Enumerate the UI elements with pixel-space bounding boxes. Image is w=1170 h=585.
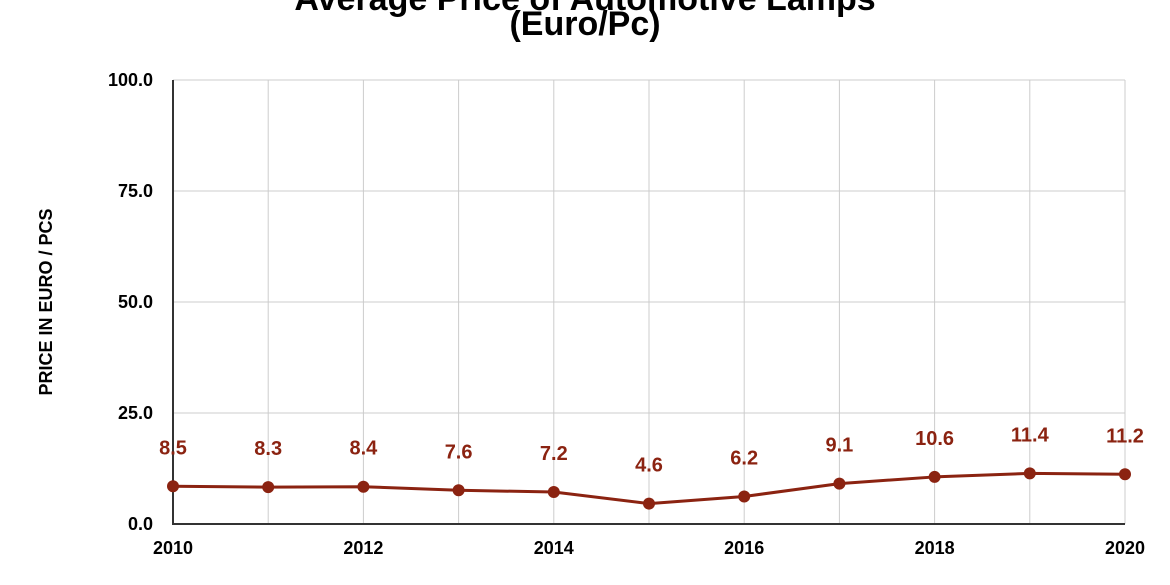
- data-labels: 8.5 8.3 8.4 7.6 7.2 4.6 6.2 9.1 10.6 11.4 11.2: [159, 424, 1144, 476]
- data-label: 6.2: [730, 447, 758, 469]
- data-label: 8.4: [349, 438, 378, 460]
- x-tick-label: 2020: [1105, 538, 1145, 558]
- chart-title-line1: Average Price of Automotive Lamps: [0, 0, 1170, 16]
- data-point: [452, 484, 465, 497]
- data-label: 7.6: [445, 441, 473, 463]
- data-point: [1023, 467, 1036, 480]
- x-tick-label: 2016: [724, 538, 764, 558]
- data-point: [262, 481, 275, 494]
- data-label: 8.3: [254, 438, 282, 460]
- data-label: 8.5: [159, 437, 187, 459]
- y-axis-label: PRICE IN EURO / PCS: [36, 208, 56, 395]
- y-tick-label: 0.0: [128, 514, 153, 534]
- x-tick-label: 2018: [915, 538, 955, 558]
- y-tick-label: 100.0: [108, 70, 153, 90]
- data-label: 4.6: [635, 455, 663, 477]
- y-tick-label: 50.0: [118, 292, 153, 312]
- data-point: [167, 480, 179, 493]
- data-point: [928, 470, 941, 483]
- chart-title-line2: (Euro/Pc): [509, 5, 661, 43]
- data-label: 11.4: [1011, 424, 1050, 446]
- data-label: 11.2: [1106, 425, 1144, 447]
- data-label: 7.2: [540, 443, 568, 465]
- x-tick-label: 2014: [534, 538, 574, 558]
- data-point: [738, 490, 751, 503]
- y-tick-labels: 0.0 25.0 50.0 75.0 100.0: [108, 70, 153, 534]
- y-tick-label: 25.0: [118, 403, 153, 423]
- data-point: [833, 477, 846, 490]
- x-tick-label: 2010: [153, 538, 193, 558]
- data-point: [357, 480, 370, 493]
- axes: [172, 80, 1125, 525]
- series-layer: [167, 467, 1131, 510]
- data-point: [547, 486, 560, 499]
- chart-title: Average Price of Automotive Lamps (Euro/…: [0, 0, 1170, 50]
- data-label: 10.6: [915, 428, 954, 450]
- data-point: [1119, 468, 1131, 481]
- y-tick-label: 75.0: [118, 181, 153, 201]
- data-label: 9.1: [825, 435, 853, 457]
- data-point: [643, 497, 655, 510]
- grid-lines: [172, 79, 1126, 524]
- x-tick-labels: 2010 2012 2014 2016 2018 2020: [153, 538, 1145, 558]
- x-tick-label: 2012: [343, 538, 383, 558]
